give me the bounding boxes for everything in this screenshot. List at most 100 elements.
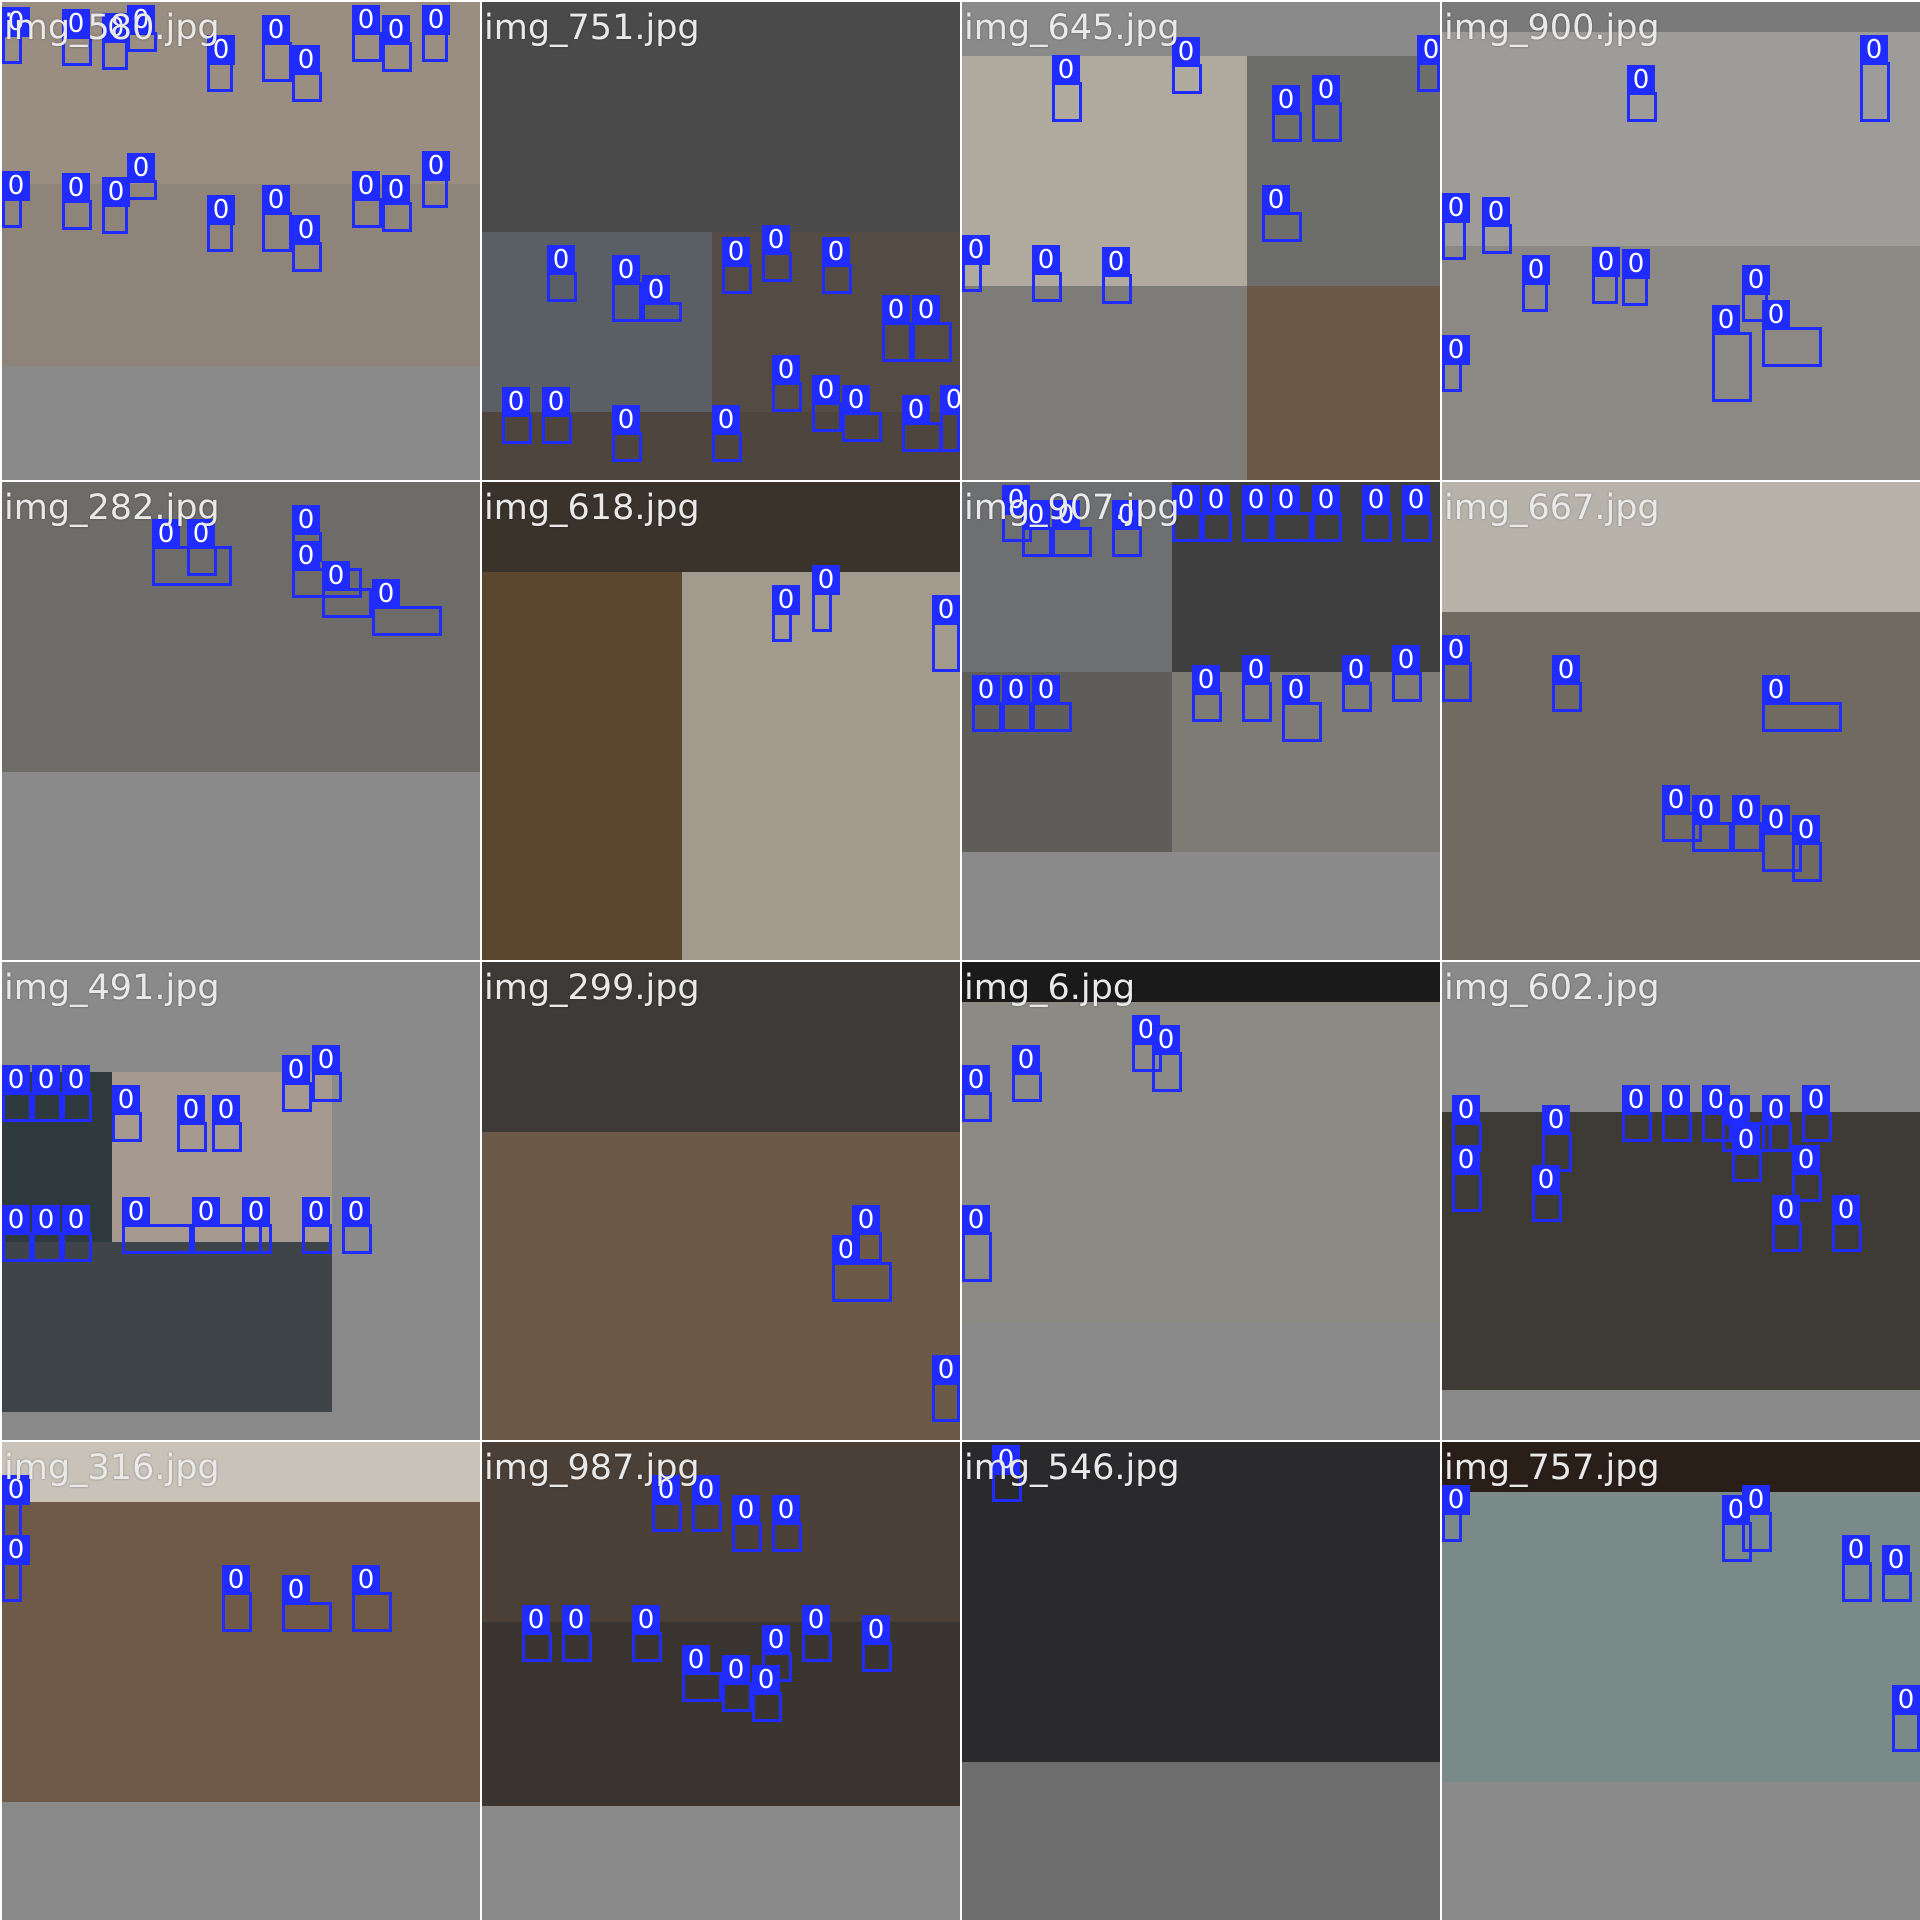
class-tag: 0 xyxy=(1627,65,1655,95)
detection-box: 0 xyxy=(352,5,382,62)
class-tag: 0 xyxy=(282,1575,310,1605)
class-tag: 0 xyxy=(1242,485,1270,515)
detection-box: 0 xyxy=(862,1615,892,1672)
class-tag: 0 xyxy=(2,1205,30,1235)
tile-filename: img_6.jpg xyxy=(964,968,1136,1008)
photo-region xyxy=(332,1072,480,1412)
photo-region xyxy=(962,1002,1440,1322)
class-tag: 0 xyxy=(102,13,130,43)
detection-box: 0 xyxy=(932,1355,960,1422)
detection-box: 0 xyxy=(992,1445,1022,1502)
mosaic-tile: 0 0 0 0 0 0 0 0 0 0 0 img_900.jpg xyxy=(1442,2,1920,480)
photo-region xyxy=(2,1802,480,1920)
detection-box: 0 xyxy=(1772,1195,1802,1252)
detection-box: 0 xyxy=(102,177,130,234)
tile-photo xyxy=(1442,962,1920,1440)
detection-box: 0 xyxy=(1892,1685,1920,1752)
mosaic-tile: 0 0 0 0 0 0 img_282.jpg xyxy=(2,482,480,960)
class-tag: 0 xyxy=(1262,185,1290,215)
tile-filename: img_282.jpg xyxy=(4,488,220,528)
class-tag: 0 xyxy=(382,15,410,45)
detection-box: 0 xyxy=(972,675,1002,732)
detection-box: 0 xyxy=(522,1605,552,1662)
detection-box: 0 xyxy=(2,1065,32,1122)
class-tag: 0 xyxy=(62,9,90,39)
detection-box: 0 xyxy=(1442,1485,1470,1542)
class-tag: 0 xyxy=(612,405,640,435)
detection-box: 0 xyxy=(1792,1145,1822,1202)
detection-box: 0 xyxy=(1732,1125,1762,1182)
class-tag: 0 xyxy=(912,295,940,325)
mosaic-tile: 0 0 0 0 0 0 0 0 0 0 0 0 0 0 img_602.jpg xyxy=(1442,962,1920,1440)
class-tag: 0 xyxy=(1842,1535,1870,1565)
class-tag: 0 xyxy=(652,1475,680,1505)
detection-box: 0 xyxy=(612,255,642,322)
detection-box: 0 xyxy=(912,295,952,362)
detection-box: 0 xyxy=(422,5,450,62)
class-tag: 0 xyxy=(1312,485,1340,515)
mosaic-tile: 0 0 0 0 0 img_316.jpg xyxy=(2,1442,480,1920)
detection-box: 0 xyxy=(1242,485,1272,542)
tile-photo xyxy=(482,1442,960,1920)
mosaic-tile: 0 0 0 0 0 0 0 0 0 0 0 0 0 0 0 0 0 0 0 0 img_580.jpg xyxy=(2,2,480,480)
class-tag: 0 xyxy=(832,1235,860,1265)
photo-region xyxy=(1442,1442,1920,1492)
detection-box: 0 xyxy=(342,1197,372,1254)
class-tag: 0 xyxy=(102,177,130,207)
class-tag: 0 xyxy=(292,45,320,75)
detection-box: 0 xyxy=(502,387,532,444)
class-tag: 0 xyxy=(1312,75,1340,105)
detection-box: 0 xyxy=(1362,485,1392,542)
class-tag: 0 xyxy=(1032,675,1060,705)
photo-region xyxy=(482,2,960,232)
class-tag: 0 xyxy=(812,565,840,595)
class-tag: 0 xyxy=(152,519,180,549)
detection-box: 0 xyxy=(1742,265,1770,322)
detection-box: 0 xyxy=(1392,645,1422,702)
class-tag: 0 xyxy=(1860,35,1888,65)
detection-box: 0 xyxy=(207,35,235,92)
tile-filename: img_299.jpg xyxy=(484,968,700,1008)
class-tag: 0 xyxy=(122,1197,150,1227)
photo-region xyxy=(1442,1782,1920,1920)
class-tag: 0 xyxy=(1012,1045,1040,1075)
detection-box: 0 xyxy=(1722,1095,1772,1152)
photo-region xyxy=(962,852,1440,960)
detection-box: 0 xyxy=(1452,1145,1482,1212)
class-tag: 0 xyxy=(1802,1085,1830,1115)
class-tag: 0 xyxy=(1662,785,1690,815)
class-tag: 0 xyxy=(962,235,990,265)
class-tag: 0 xyxy=(32,1065,60,1095)
detection-box: 0 xyxy=(127,5,157,52)
detection-box: 0 xyxy=(1702,1085,1732,1142)
detection-box: 0 xyxy=(1552,655,1582,712)
photo-region xyxy=(2,772,480,960)
detection-box: 0 xyxy=(292,215,322,272)
detection-box: 0 xyxy=(1802,1085,1832,1142)
detection-box: 0 xyxy=(1860,35,1890,122)
class-tag: 0 xyxy=(1112,500,1140,530)
detection-box: 0 xyxy=(1442,193,1470,260)
photo-region xyxy=(682,572,960,960)
tile-filename: img_618.jpg xyxy=(484,488,700,528)
class-tag: 0 xyxy=(762,225,790,255)
detection-box: 0 xyxy=(802,1605,832,1662)
photo-region xyxy=(962,962,1440,1002)
detection-box: 0 xyxy=(1712,305,1752,402)
class-tag: 0 xyxy=(1892,1685,1920,1715)
mosaic-tile: 0 0 0 0 0 0 0 0 0 0 0 0 0 0 0 0 0 0 0 img_907.jpg xyxy=(962,482,1440,960)
class-tag: 0 xyxy=(187,519,215,549)
detection-box: 0 xyxy=(1262,185,1302,242)
detection-box: 0 xyxy=(282,1575,332,1632)
class-tag: 0 xyxy=(642,275,670,305)
class-tag: 0 xyxy=(1542,1105,1570,1135)
mosaic-tile: 0 0 0 img_618.jpg xyxy=(482,482,960,960)
tile-filename: img_580.jpg xyxy=(4,8,220,48)
class-tag: 0 xyxy=(842,385,870,415)
class-tag: 0 xyxy=(1032,245,1060,275)
mosaic-tile: 0 0 0 0 0 0 0 0 0 0 0 0 0 0 0 0 0 img_751.jpg xyxy=(482,2,960,480)
detection-box: 0 xyxy=(382,175,412,232)
